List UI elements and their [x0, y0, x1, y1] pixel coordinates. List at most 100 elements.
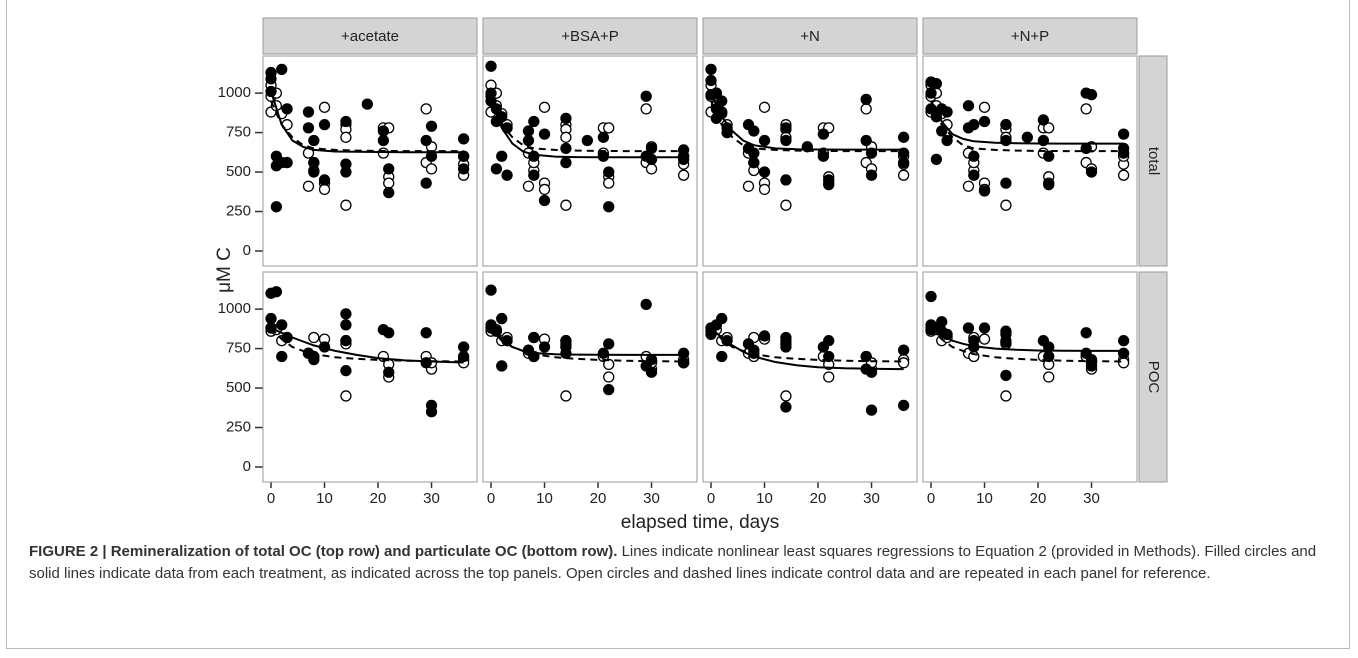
- x-tick-label: 20: [1030, 490, 1047, 507]
- point: [383, 186, 395, 199]
- point: [823, 179, 835, 191]
- point: [968, 119, 980, 131]
- point: [425, 406, 438, 418]
- point: [962, 180, 975, 192]
- point: [865, 404, 878, 416]
- chart: +acetate +BSA+P +N +N+Ptotal02505007501000P…: [214, 17, 1168, 533]
- fit-line: [710, 327, 904, 371]
- point: [377, 147, 390, 159]
- point: [1080, 103, 1092, 115]
- y-tick-label: 250: [226, 418, 251, 435]
- point: [1000, 199, 1012, 211]
- point: [758, 134, 771, 147]
- point: [420, 103, 432, 115]
- strip: [922, 17, 1138, 55]
- point: [340, 131, 352, 143]
- point: [302, 122, 315, 134]
- point: [457, 150, 470, 162]
- point: [1117, 147, 1130, 159]
- point: [645, 163, 658, 175]
- point: [560, 156, 572, 169]
- point: [758, 330, 771, 342]
- caption-label: FIGURE 2 | Remineralization of total OC …: [29, 543, 618, 560]
- point: [425, 120, 438, 132]
- point: [318, 174, 331, 186]
- point: [748, 156, 760, 169]
- point: [645, 366, 658, 378]
- x-tick-label: 0: [267, 490, 275, 507]
- point: [538, 341, 551, 353]
- point: [318, 183, 331, 196]
- point: [1043, 179, 1055, 191]
- point: [501, 169, 513, 181]
- point: [340, 319, 352, 331]
- point: [716, 350, 728, 363]
- point: [936, 316, 948, 328]
- point: [457, 350, 470, 363]
- point: [281, 103, 293, 115]
- point: [860, 103, 872, 115]
- point: [597, 347, 610, 359]
- point: [978, 322, 991, 334]
- point: [276, 350, 288, 363]
- fit-line: [710, 327, 904, 363]
- point: [978, 101, 991, 113]
- point: [978, 185, 991, 197]
- point: [677, 153, 690, 166]
- point: [817, 128, 830, 140]
- point: [1085, 89, 1098, 101]
- point: [265, 73, 277, 85]
- point: [1037, 114, 1050, 126]
- x-tick-label: 30: [1083, 490, 1100, 507]
- panel: [922, 271, 1138, 483]
- point: [383, 163, 395, 175]
- point: [758, 166, 771, 178]
- point: [645, 153, 658, 166]
- point: [1117, 169, 1130, 181]
- point: [383, 177, 395, 189]
- y-tick-label: 0: [243, 242, 251, 259]
- point: [457, 341, 470, 353]
- point: [677, 169, 690, 181]
- point: [1043, 371, 1055, 383]
- point: [1000, 369, 1012, 382]
- point: [968, 350, 980, 363]
- point: [1117, 128, 1130, 140]
- x-tick-label: 10: [316, 490, 333, 507]
- point: [677, 357, 690, 369]
- point: [645, 353, 658, 366]
- point: [318, 101, 331, 113]
- x-tick-label: 0: [707, 490, 715, 507]
- fit-line: [930, 100, 1124, 153]
- figure: +acetate +BSA+P +N +N+P total 0 250 500 750 1000 P…: [6, 0, 1350, 649]
- x-tick-label: 0: [487, 490, 495, 507]
- point: [897, 399, 910, 412]
- strip: [1138, 55, 1168, 267]
- fit-line: [490, 99, 684, 159]
- point: [340, 335, 352, 347]
- point: [340, 365, 352, 377]
- fit-line: [930, 100, 1124, 145]
- point: [1043, 150, 1055, 162]
- point: [538, 101, 551, 113]
- point: [603, 338, 615, 350]
- point: [962, 322, 975, 334]
- point: [1117, 357, 1130, 369]
- fit-line: [490, 100, 684, 153]
- point: [925, 290, 937, 303]
- point: [420, 357, 432, 369]
- point: [490, 325, 503, 337]
- point: [276, 319, 288, 331]
- y-tick-label: 750: [226, 340, 251, 357]
- point: [978, 333, 991, 345]
- point: [640, 90, 652, 102]
- strip-label: +N: [800, 28, 820, 45]
- point: [758, 183, 771, 196]
- point: [1085, 360, 1098, 372]
- point: [748, 147, 760, 159]
- point: [457, 163, 470, 175]
- point: [361, 98, 373, 110]
- caption-text: Lines indicate nonlinear least squares r…: [29, 543, 1317, 582]
- strip-label: +N+P: [1011, 28, 1049, 45]
- point: [930, 153, 943, 166]
